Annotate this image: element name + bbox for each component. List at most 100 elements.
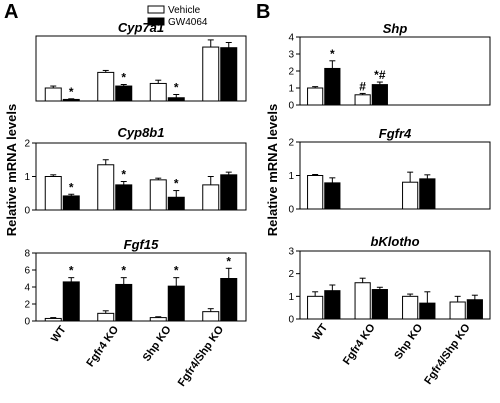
bar-gw4064 [371, 84, 388, 106]
bar-vehicle [97, 71, 115, 102]
bar-vehicle [97, 312, 115, 322]
chart-title: Cyp8b1 [118, 125, 165, 140]
significance-mark: * [69, 264, 74, 278]
panel-label-b: B [256, 1, 270, 23]
significance-mark: * [121, 70, 126, 84]
bar-gw4064 [62, 98, 80, 102]
chart-title: Fgf15 [124, 237, 159, 252]
bar-vehicle [44, 176, 62, 211]
y-tick-label: 4 [288, 33, 294, 44]
significance-mark: * [69, 85, 74, 99]
y-tick-label: 2 [24, 139, 30, 150]
category-label: Shp KO [392, 321, 425, 361]
category-label: Fgfr4 KO [84, 323, 121, 369]
y-tick-label: 4 [24, 283, 30, 294]
significance-mark: * [69, 180, 74, 194]
significance-mark: *# [374, 68, 386, 82]
category-label: Fgfr4/Shp KO [176, 323, 227, 388]
bar-gw4064 [115, 283, 133, 322]
chart-4: Fgfr4 0 1 2 [288, 126, 491, 216]
y-tick-label: 1 [288, 171, 294, 182]
legend: Vehicle GW4064 [147, 5, 208, 28]
y-tick-label: 3 [288, 247, 294, 258]
chart-2: Fgf15 0 2 4 6 8 * * * * WT Fgfr4 KO Shp KO Fgfr4/Shp … [24, 237, 247, 389]
bar-vehicle [149, 317, 167, 322]
bar-gw4064 [62, 281, 80, 322]
y-tick-label: 0 [288, 101, 294, 112]
chart-title: bKlotho [370, 234, 419, 249]
y-tick-label: 0 [24, 206, 30, 217]
y-axis-label-right: Relative mRNA levels [265, 104, 280, 236]
panel-label-a: A [4, 1, 18, 23]
bar-gw4064 [167, 285, 185, 322]
y-tick-label: 2 [288, 138, 294, 149]
chart-title: Fgfr4 [379, 126, 412, 141]
bar-gw4064 [62, 195, 80, 211]
plot-frame [299, 250, 491, 320]
y-tick-label: 1 [288, 84, 294, 95]
y-tick-label: 3 [288, 50, 294, 61]
legend-label-gw4064: GW4064 [168, 17, 208, 28]
significance-mark: # [359, 79, 366, 93]
y-tick-label: 8 [24, 249, 30, 260]
category-label: WT [311, 322, 331, 343]
y-tick-label: 2 [288, 67, 294, 78]
bar-vehicle [44, 317, 62, 322]
bar-vehicle [307, 175, 324, 210]
bar-gw4064 [115, 184, 133, 211]
bar-gw4064 [371, 289, 388, 320]
significance-mark: * [121, 168, 126, 182]
bar-gw4064 [466, 299, 483, 320]
significance-mark: * [174, 81, 179, 95]
bar-vehicle [354, 282, 371, 320]
significance-mark: * [226, 254, 231, 268]
bar-vehicle [97, 164, 115, 211]
bar-vehicle [449, 301, 466, 320]
y-tick-label: 0 [24, 317, 30, 328]
legend-swatch-gw4064 [147, 17, 165, 26]
y-tick-label: 6 [24, 266, 30, 277]
bar-gw4064 [115, 85, 133, 102]
chart-0: Cyp7a1 * * * [35, 20, 247, 102]
chart-title: Shp [383, 21, 408, 36]
bar-gw4064 [419, 178, 436, 210]
bar-gw4064 [220, 174, 238, 211]
significance-mark: * [330, 47, 335, 61]
bar-vehicle [149, 179, 167, 211]
chart-title: Cyp7a1 [118, 20, 164, 35]
bar-vehicle [354, 94, 371, 106]
category-label: Fgfr4 KO [341, 321, 378, 367]
significance-mark: * [121, 264, 126, 278]
bar-gw4064 [167, 196, 185, 211]
bar-vehicle [202, 311, 220, 322]
y-tick-label: 1 [24, 172, 30, 183]
bar-gw4064 [324, 67, 341, 106]
bar-vehicle [202, 184, 220, 211]
bar-gw4064 [220, 278, 238, 322]
bar-vehicle [307, 87, 324, 106]
bar-vehicle [307, 295, 324, 320]
bar-vehicle [402, 181, 419, 210]
category-label: WT [49, 324, 69, 345]
y-tick-label: 0 [288, 205, 294, 216]
bar-gw4064 [419, 302, 436, 320]
y-axis-label-left: Relative mRNA levels [4, 104, 19, 236]
chart-1: Cyp8b1 0 1 2 * * * [24, 125, 247, 217]
bar-vehicle [44, 87, 62, 102]
y-tick-label: 2 [24, 300, 30, 311]
y-tick-label: 0 [288, 315, 294, 326]
significance-mark: * [174, 177, 179, 191]
bar-vehicle [402, 295, 419, 320]
bar-vehicle [202, 46, 220, 102]
significance-mark: * [174, 264, 179, 278]
legend-swatch-vehicle [147, 5, 165, 14]
bar-gw4064 [167, 97, 185, 102]
plot-frame [35, 35, 247, 102]
category-label: Shp KO [141, 323, 174, 363]
bar-gw4064 [220, 47, 238, 102]
y-tick-label: 1 [288, 292, 294, 303]
